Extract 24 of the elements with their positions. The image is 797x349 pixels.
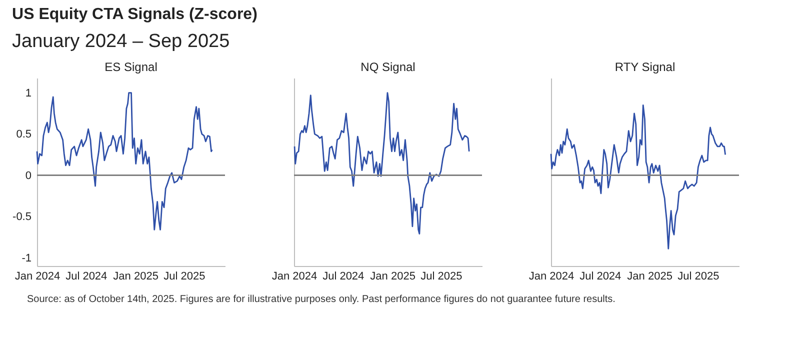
x-tick-label: Jul 2025 [678, 270, 720, 282]
x-tick-label: Jul 2025 [164, 270, 206, 282]
line-series [36, 92, 213, 230]
y-tick-label: 0.5 [16, 128, 32, 141]
x-tick-label: Jul 2024 [580, 270, 622, 282]
y-tick-label: 0 [25, 170, 32, 182]
x-tick-label: Jul 2024 [322, 270, 364, 282]
x-tick-label: Jan 2025 [627, 270, 672, 282]
x-tick-label: Jul 2025 [420, 270, 462, 282]
y-tick-label: -0.5 [12, 211, 32, 224]
text: US Equity CTA Signals (Z-score) [12, 6, 258, 23]
x-tick-label: Jan 2024 [528, 270, 574, 282]
chart-title: RTY Signal [614, 60, 676, 74]
y-tick-label: 1 [25, 87, 32, 100]
x-tick-label: Jul 2024 [66, 270, 108, 282]
source-note: Source: as of October 14th, 2025. Figures are for illustrative purposes only. Past performance figures do not guarantee future results. [27, 294, 616, 305]
chart-title: ES Signal [104, 60, 158, 74]
y-tick-label: -1 [22, 252, 32, 264]
text: January 2024 – Sep 2025 [12, 31, 230, 52]
x-tick-label: Jan 2025 [370, 270, 416, 282]
chart-title: NQ Signal [360, 60, 416, 74]
x-tick-label: Jan 2024 [272, 270, 318, 282]
x-tick-label: Jan 2024 [14, 270, 60, 282]
x-tick-label: Jan 2025 [113, 270, 158, 282]
